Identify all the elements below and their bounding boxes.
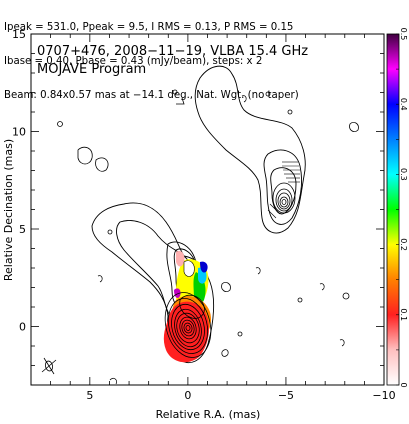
y-tick-label: 5 (19, 223, 26, 236)
y-tick-label: 10 (12, 126, 26, 139)
y-tick-label: 15 (12, 28, 26, 41)
x-tick-label: −5 (278, 389, 294, 402)
colorbar-tick-label: 0.3 (399, 168, 408, 181)
x-tick-label: 0 (184, 389, 191, 402)
nw-component-inner (272, 182, 296, 214)
outer-contour (91, 202, 215, 364)
beam-cross (41, 357, 57, 375)
jet-inner-contour (179, 294, 205, 319)
y-tick-label: 0 (19, 321, 26, 334)
axes: 5 0 −5 −10 0 5 10 15 (12, 28, 396, 402)
y-axis-label: Relative Decination (mas) (2, 139, 15, 281)
jet-gap-white (183, 260, 195, 277)
map-area (41, 65, 359, 385)
jet-color-magenta (174, 288, 181, 298)
header-line-2: Ibase = 0.40, Pbase = 0.43 (mJy/beam), s… (4, 56, 263, 68)
jet-color-blue (200, 261, 208, 273)
x-tick-label: 5 (86, 389, 93, 402)
map-header: Ipeak = 531.0, Ppeak = 9.5, I RMS = 0.13… (4, 0, 299, 112)
noise-contours (57, 89, 359, 385)
jet-color-pink (176, 250, 185, 267)
x-tick-label: −10 (372, 389, 395, 402)
colorbar-tick-label: 0.4 (399, 98, 408, 111)
colorbar-tick-label: 0.1 (399, 308, 408, 321)
colorbar-tick-label: 0.2 (399, 238, 408, 251)
colorbar-tick-label: 0 (399, 382, 408, 387)
map-annotation-line-2: MOJAVE Program (37, 62, 146, 77)
header-line-3: Beam: 0.84x0.57 mas at −14.1 deg., Nat. … (4, 89, 299, 101)
map-annotation-line-1: 0707+476, 2008−11−19, VLBA 15.4 GHz (37, 44, 308, 59)
header-line-1: Ipeak = 531.0, Ppeak = 9.5, I RMS = 0.13… (4, 22, 294, 34)
nw-component-outer (194, 65, 306, 234)
colorbar-tick-label: 0.5 (399, 28, 408, 41)
core-contours (164, 292, 212, 358)
colorbar: 0 0.1 0.2 0.3 0.4 0.5 (386, 28, 408, 388)
nw-component-2 (263, 149, 303, 225)
nw-polarization-hatch (267, 161, 300, 219)
x-axis-label: Relative R.A. (mas) (156, 408, 261, 421)
beam-ellipse (44, 360, 54, 372)
